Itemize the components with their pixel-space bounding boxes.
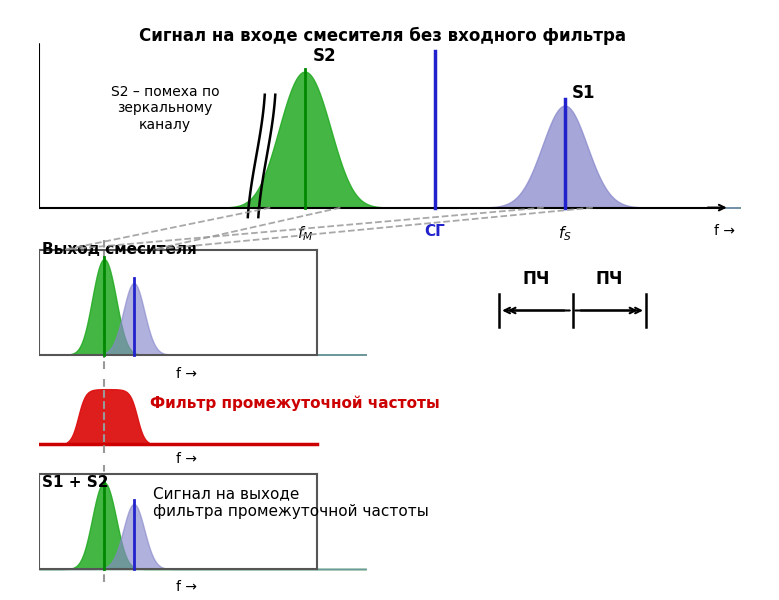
Text: ПЧ: ПЧ [522, 270, 550, 288]
Text: S2: S2 [312, 47, 336, 65]
Text: Фильтр промежуточной частоты: Фильтр промежуточной частоты [150, 396, 440, 411]
Text: Выход смесителя: Выход смесителя [42, 242, 197, 257]
Text: f →: f → [176, 367, 196, 381]
Text: ПЧ: ПЧ [595, 270, 623, 288]
Text: S1 + S2: S1 + S2 [42, 475, 109, 490]
Text: f →: f → [714, 224, 735, 238]
Text: f →: f → [176, 580, 196, 594]
Text: S2 – помеха по
зеркальному
каналу: S2 – помеха по зеркальному каналу [111, 85, 220, 131]
Text: $f_M$: $f_M$ [298, 224, 313, 242]
Text: Сигнал на входе смесителя без входного фильтра: Сигнал на входе смесителя без входного ф… [139, 27, 626, 45]
Text: $f_S$: $f_S$ [558, 224, 572, 242]
Text: СГ: СГ [425, 224, 446, 239]
Text: Сигнал на выходе
фильтра промежуточной частоты: Сигнал на выходе фильтра промежуточной ч… [153, 487, 429, 519]
Text: S1: S1 [572, 83, 595, 101]
Text: f →: f → [176, 452, 196, 466]
